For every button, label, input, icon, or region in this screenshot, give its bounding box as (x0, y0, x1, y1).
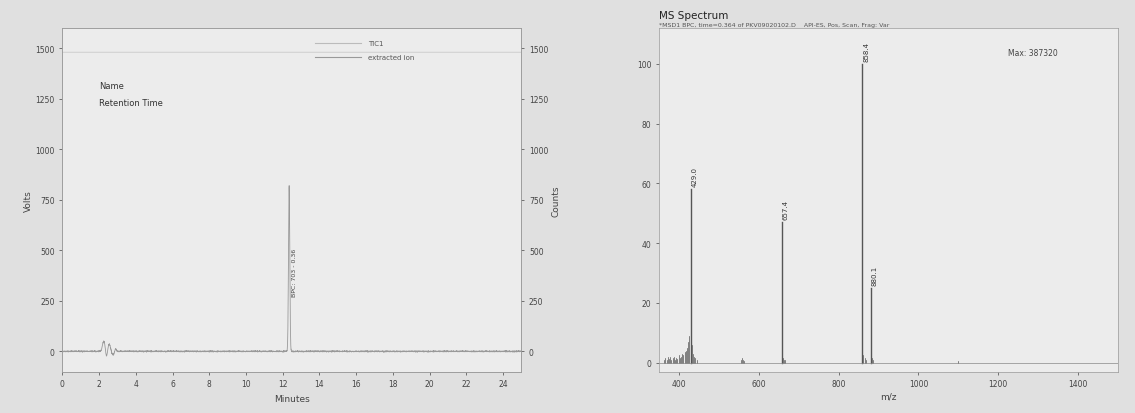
Text: 657.4: 657.4 (783, 200, 789, 220)
Text: *MSD1 BPC, time=0.364 of PKV09020102.D    API-ES, Pos, Scan, Frag: Var: *MSD1 BPC, time=0.364 of PKV09020102.D A… (659, 23, 890, 28)
Y-axis label: Volts: Volts (24, 190, 33, 211)
X-axis label: m/z: m/z (881, 391, 897, 400)
Text: extracted ion: extracted ion (368, 55, 414, 61)
Y-axis label: Counts: Counts (552, 185, 561, 216)
Text: 858.4: 858.4 (863, 42, 869, 62)
Text: 429.0: 429.0 (691, 167, 698, 187)
Text: Name: Name (99, 82, 124, 91)
Text: TIC1: TIC1 (368, 41, 384, 47)
X-axis label: Minutes: Minutes (274, 394, 310, 403)
Text: MS Spectrum: MS Spectrum (659, 11, 729, 21)
Text: 880.1: 880.1 (872, 265, 877, 285)
Text: Max: 387320: Max: 387320 (1008, 49, 1058, 58)
Text: BPC: 703 - 0.36: BPC: 703 - 0.36 (293, 248, 297, 296)
Text: Retention Time: Retention Time (99, 99, 163, 108)
